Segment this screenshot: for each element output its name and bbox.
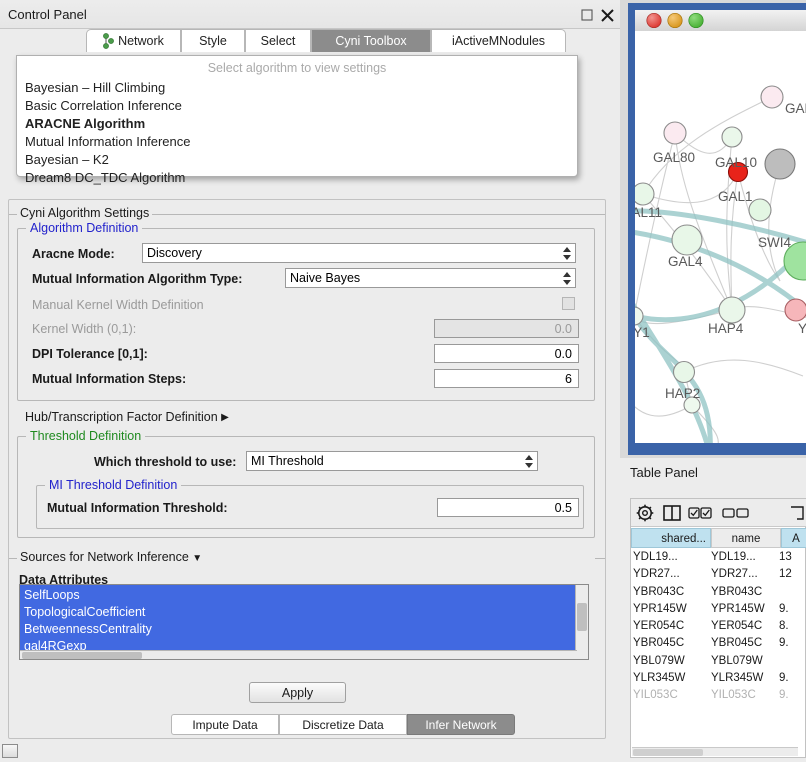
svg-text:GCY1: GCY1 — [635, 325, 650, 340]
svg-text:GAL80: GAL80 — [653, 150, 695, 165]
svg-text:GAL10: GAL10 — [715, 155, 757, 170]
svg-text:GAL11: GAL11 — [635, 205, 662, 220]
svg-text:GAL1: GAL1 — [718, 189, 753, 204]
svg-text:GAL: GAL — [785, 101, 806, 116]
svg-text:HAP2: HAP2 — [665, 386, 700, 401]
svg-text:SWI4: SWI4 — [758, 235, 791, 250]
svg-text:HAP4: HAP4 — [708, 321, 744, 336]
svg-text:GAL4: GAL4 — [668, 254, 703, 269]
svg-text:Y: Y — [798, 321, 806, 336]
